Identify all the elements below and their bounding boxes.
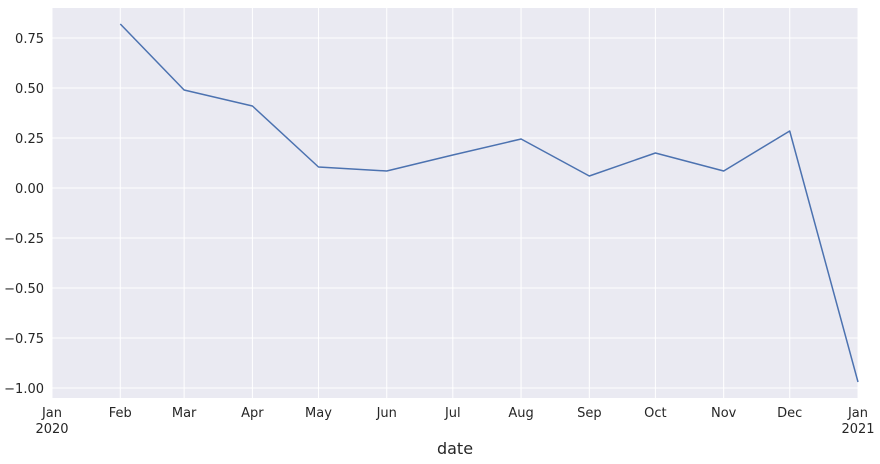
series-line [119, 23, 859, 383]
x-tick-label: Jun [376, 406, 397, 421]
y-tick-label: −0.75 [4, 332, 44, 347]
x-tick-label: May [305, 406, 332, 421]
y-axis-ticks: 0.75 0.50 0.25 0.00 −0.25 −0.50 −0.75 −1.00 [4, 32, 44, 397]
grid-lines [51, 8, 859, 398]
x-tick-label: Jan [41, 406, 62, 421]
y-tick-label: −0.50 [4, 282, 44, 297]
plot-area [52, 8, 858, 398]
x-tick-label: Oct [644, 406, 666, 421]
x-tick-label: Apr [241, 406, 264, 421]
x-tick-year-label: 2020 [35, 422, 68, 437]
x-tick-label: Aug [508, 406, 533, 421]
series-lines [119, 23, 859, 383]
y-tick-label: 0.00 [15, 182, 44, 197]
y-tick-label: −1.00 [4, 382, 44, 397]
x-axis-label: date [437, 439, 473, 458]
x-tick-label: Jan [847, 406, 868, 421]
y-tick-label: 0.25 [15, 132, 44, 147]
x-tick-label: Mar [172, 406, 197, 421]
x-tick-label: Dec [777, 406, 802, 421]
x-tick-label: Sep [577, 406, 602, 421]
x-tick-year-label: 2021 [841, 422, 874, 437]
x-tick-label: Jul [444, 406, 461, 421]
x-tick-label: Nov [711, 406, 737, 421]
y-tick-label: 0.50 [15, 82, 44, 97]
x-tick-label: Feb [109, 406, 132, 421]
y-tick-label: −0.25 [4, 232, 44, 247]
y-tick-label: 0.75 [15, 32, 44, 47]
